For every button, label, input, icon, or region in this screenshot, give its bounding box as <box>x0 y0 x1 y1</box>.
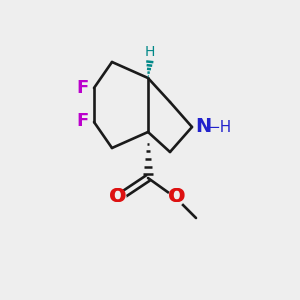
Text: O: O <box>109 188 125 206</box>
Text: O: O <box>110 188 126 206</box>
Text: −H: −H <box>207 119 231 134</box>
Text: N: N <box>195 118 211 136</box>
Text: O: O <box>169 188 185 206</box>
Circle shape <box>168 190 184 206</box>
Text: O: O <box>168 188 184 206</box>
Text: H: H <box>145 45 155 59</box>
Circle shape <box>110 190 126 206</box>
Text: F: F <box>77 112 89 130</box>
Text: F: F <box>77 79 89 97</box>
